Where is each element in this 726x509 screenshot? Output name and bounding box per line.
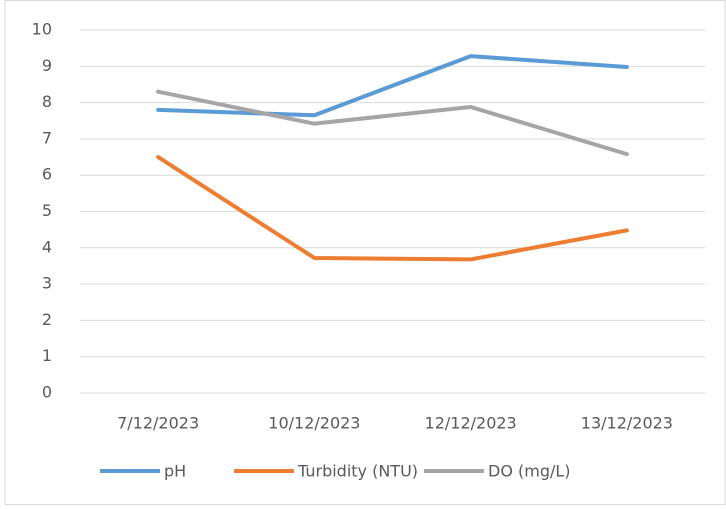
y-tick-label: 2	[42, 310, 52, 329]
y-tick-label: 7	[42, 128, 52, 147]
y-tick-label: 10	[32, 20, 52, 39]
legend-label: Turbidity (NTU)	[297, 462, 418, 481]
legend-label: DO (mg/L)	[488, 462, 571, 481]
x-tick-label: 12/12/2023	[425, 414, 517, 433]
y-tick-label: 1	[42, 346, 52, 365]
y-tick-label: 0	[42, 383, 52, 402]
y-tick-label: 9	[42, 56, 52, 75]
y-tick-label: 3	[42, 274, 52, 293]
y-tick-label: 6	[42, 165, 52, 184]
y-tick-label: 5	[42, 201, 52, 220]
x-tick-label: 7/12/2023	[117, 414, 199, 433]
chart-border	[4, 0, 726, 505]
x-tick-label: 13/12/2023	[581, 414, 673, 433]
legend-label: pH	[164, 462, 186, 481]
series-line	[156, 155, 629, 262]
y-tick-label: 8	[42, 92, 52, 111]
series-line	[156, 89, 629, 157]
series-line	[156, 54, 629, 118]
y-tick-label: 4	[42, 237, 52, 256]
x-tick-label: 10/12/2023	[268, 414, 360, 433]
